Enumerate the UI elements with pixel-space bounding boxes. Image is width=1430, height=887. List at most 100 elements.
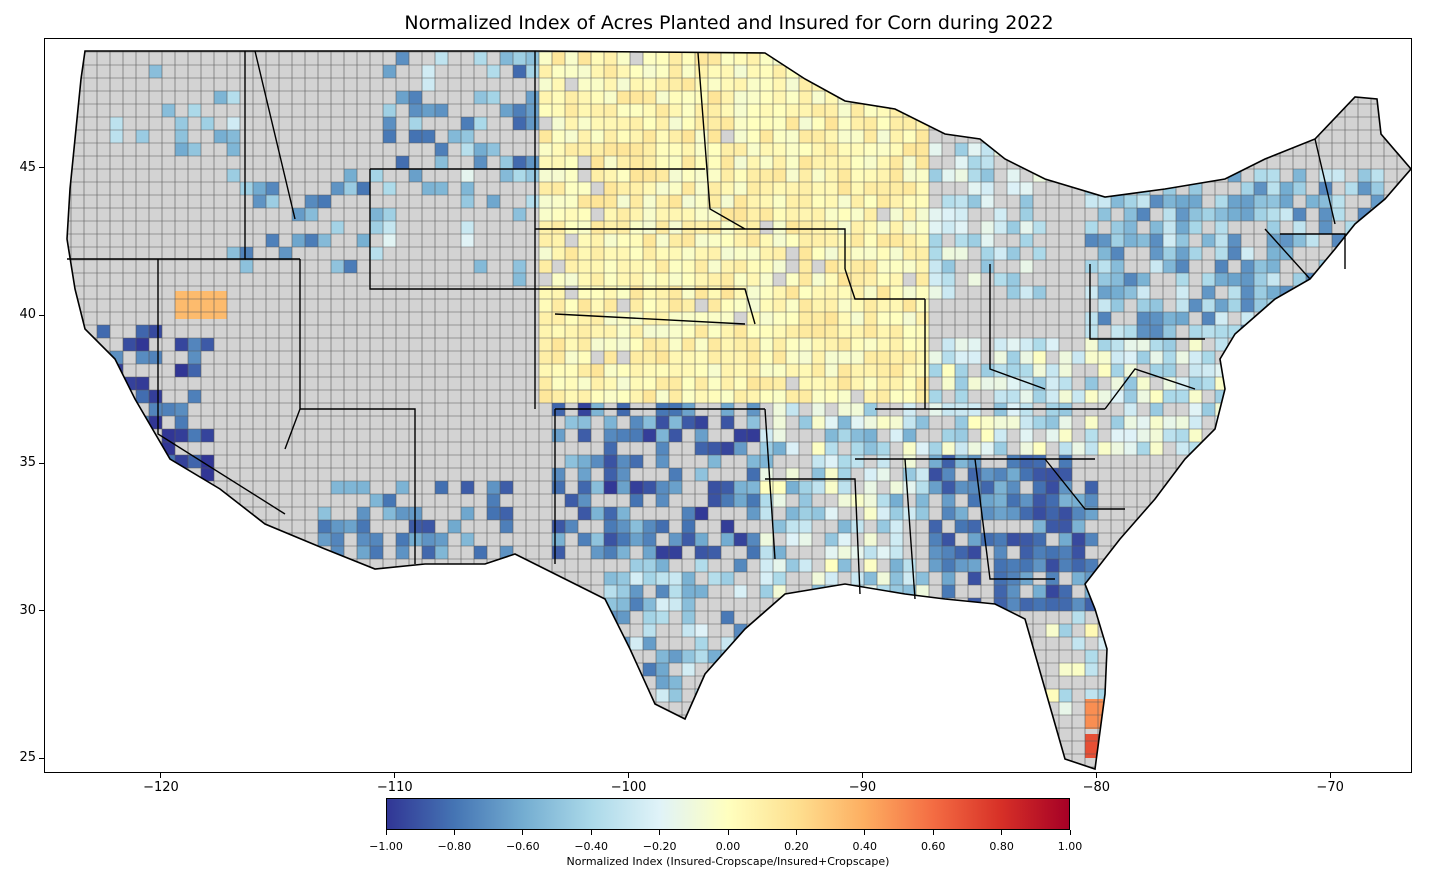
county-cell [630, 416, 643, 429]
county-cell [591, 507, 604, 520]
county-cell [1215, 234, 1228, 247]
county-cell [981, 481, 994, 494]
county-cell [812, 572, 825, 585]
county-cell [1319, 312, 1332, 325]
county-cell [1371, 286, 1384, 299]
county-cell [1150, 260, 1163, 273]
x-tick-mark [1095, 773, 1097, 778]
county-cell [903, 364, 916, 377]
county-cell [617, 169, 630, 182]
county-cell [903, 78, 916, 91]
county-cell [461, 169, 474, 182]
county-cell [799, 351, 812, 364]
county-cell [513, 273, 526, 286]
county-cell [1059, 663, 1072, 676]
county-cell [552, 91, 565, 104]
county-cell [1098, 390, 1111, 403]
county-cell [1254, 182, 1267, 195]
county-cell [708, 377, 721, 390]
county-cell [942, 273, 955, 286]
county-cell [539, 377, 552, 390]
y-tick-label: 45 [19, 159, 36, 175]
county-cell [1085, 507, 1098, 520]
county-cell [890, 494, 903, 507]
colorbar-tick-label: 0.80 [989, 840, 1014, 853]
county-cell [851, 143, 864, 156]
county-cell [1228, 247, 1241, 260]
county-cell [786, 182, 799, 195]
county-cell [851, 234, 864, 247]
county-cell [669, 208, 682, 221]
county-cell [604, 390, 617, 403]
county-cell [1033, 247, 1046, 260]
county-cell [903, 481, 916, 494]
county-cell [656, 234, 669, 247]
county-cell [760, 585, 773, 598]
county-cell [1176, 429, 1189, 442]
county-cell [552, 195, 565, 208]
county-cell [1124, 442, 1137, 455]
county-cell [760, 182, 773, 195]
county-cell [877, 156, 890, 169]
county-cell [357, 533, 370, 546]
county-cell [604, 78, 617, 91]
county-cell [539, 260, 552, 273]
county-cell [383, 507, 396, 520]
county-cell [136, 455, 149, 468]
county-cell [903, 416, 916, 429]
county-cell [1020, 390, 1033, 403]
county-cell [1150, 351, 1163, 364]
county-cell [838, 208, 851, 221]
county-cell [812, 182, 825, 195]
county-cell [682, 364, 695, 377]
county-cell [565, 377, 578, 390]
county-cell [1319, 221, 1332, 234]
county-cell [591, 65, 604, 78]
county-cell [825, 156, 838, 169]
county-cell [1371, 169, 1384, 182]
county-cell [721, 338, 734, 351]
county-cell [1332, 312, 1345, 325]
county-cell [1319, 299, 1332, 312]
county-cell [734, 390, 747, 403]
county-cell [721, 273, 734, 286]
county-cell [903, 247, 916, 260]
county-cell [760, 65, 773, 78]
county-cell [890, 481, 903, 494]
county-cell [1124, 429, 1137, 442]
county-cell [539, 104, 552, 117]
county-cell [1189, 351, 1202, 364]
county-cell [994, 208, 1007, 221]
county-cell [695, 208, 708, 221]
x-tick-label: −120 [143, 780, 179, 795]
county-cell [981, 377, 994, 390]
county-cell [695, 390, 708, 403]
county-cell [1033, 390, 1046, 403]
county-cell [617, 52, 630, 65]
county-cell [591, 481, 604, 494]
county-cell [552, 299, 565, 312]
county-cell [669, 273, 682, 286]
county-cell [656, 546, 669, 559]
county-cell [643, 195, 656, 208]
county-cell [656, 650, 669, 663]
county-cell [708, 689, 721, 702]
county-cell [552, 143, 565, 156]
county-cell [617, 481, 630, 494]
county-cell [838, 481, 851, 494]
county-cell [864, 91, 877, 104]
county-cell [604, 247, 617, 260]
county-cell [630, 572, 643, 585]
county-cell [591, 104, 604, 117]
county-cell [825, 234, 838, 247]
county-cell [565, 455, 578, 468]
county-cell [942, 559, 955, 572]
county-cell [877, 78, 890, 91]
county-cell [1085, 650, 1098, 663]
county-cell [955, 338, 968, 351]
county-cell [1020, 351, 1033, 364]
county-cell [370, 169, 383, 182]
county-cell [981, 182, 994, 195]
county-cell [669, 78, 682, 91]
county-cell [708, 247, 721, 260]
